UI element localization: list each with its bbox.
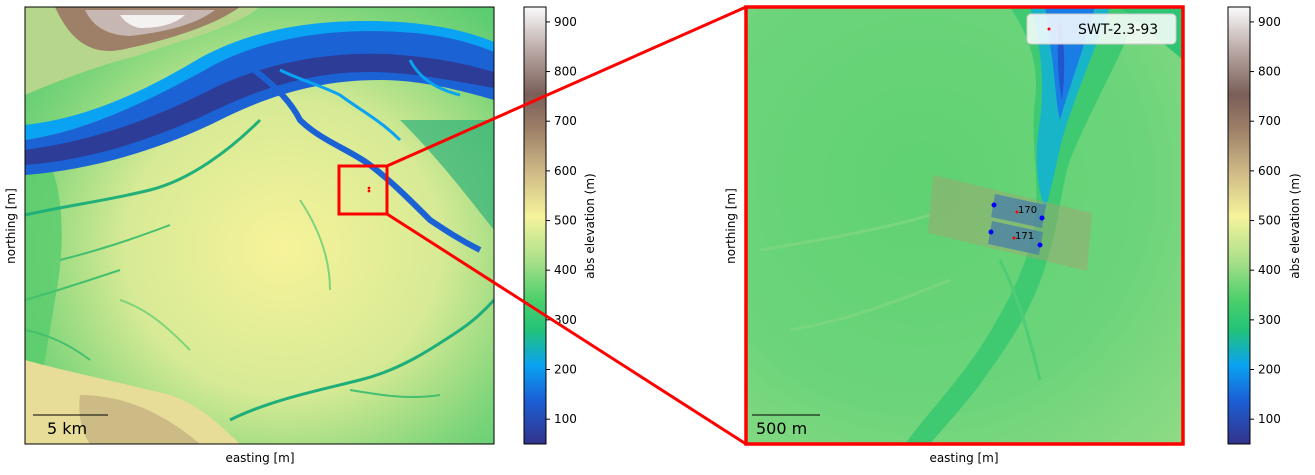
right-colorbar-tick-label: 300 (1258, 313, 1281, 327)
turbine-footprints: 170 171 (928, 175, 1092, 271)
left-colorbar-tick-label: 800 (554, 65, 577, 79)
boundary-point (1039, 215, 1045, 221)
right-colorbar-tick-label: 100 (1258, 412, 1281, 426)
legend-label: SWT-2.3-93 (1078, 22, 1158, 38)
right-colorbar-tick-label: 900 (1258, 15, 1281, 29)
legend: SWT-2.3-93 (1026, 13, 1177, 45)
right-colorbar-tick-label: 500 (1258, 214, 1281, 228)
turbine-marker-171 (1012, 236, 1016, 240)
left-colorbar-tick-label: 700 (554, 114, 577, 128)
boundary-point (991, 202, 997, 208)
right-map-panel: 170 171 SWT-2.3-93 500 m easting [m] nor… (724, 5, 1185, 465)
zoom-box (337, 164, 389, 216)
left-colorbar-tick-label: 600 (554, 164, 577, 178)
turbine-label-171: 171 (1015, 231, 1034, 242)
left-colorbar-tick-label: 400 (554, 263, 577, 277)
right-colorbar-label: abs elevation (m) (1288, 173, 1302, 278)
turbine-marker-small-170 (367, 186, 371, 190)
boundary-point (1037, 242, 1043, 248)
right-scalebar-label: 500 m (756, 419, 807, 438)
turbine-marker-small-171 (367, 189, 371, 193)
right-elevation-raster (746, 7, 1183, 444)
right-colorbar: 900 800 700 600 500 400 300 200 100 abs elevatio… (1227, 6, 1302, 445)
left-colorbar-tick-label: 100 (554, 412, 577, 426)
right-colorbar-tick-label: 700 (1258, 114, 1281, 128)
right-colorbar-tick-label: 600 (1258, 164, 1281, 178)
left-ylabel: northing [m] (4, 188, 18, 264)
left-colorbar-tick-label: 200 (554, 363, 577, 377)
left-scalebar-label: 5 km (47, 419, 87, 438)
right-map-frame (744, 5, 1185, 446)
left-colorbar-tick-label: 900 (554, 15, 577, 29)
zoom-connector-bottom (386, 212, 747, 446)
left-elevation-raster (25, 7, 494, 444)
legend-box (1026, 13, 1177, 45)
legend-marker (1047, 27, 1051, 31)
right-ylabel: northing [m] (724, 188, 738, 264)
right-colorbar-tick-label: 400 (1258, 263, 1281, 277)
right-colorbar-tick-label: 200 (1258, 363, 1281, 377)
boundary-point (988, 229, 994, 235)
left-map-panel: 5 km easting [m] northing [m] (4, 6, 495, 465)
right-colorbar-tick-label: 800 (1258, 65, 1281, 79)
left-colorbar-tick-label: 500 (554, 214, 577, 228)
left-colorbar-label: abs elevation (m) (583, 173, 597, 278)
wake-zone (928, 175, 1092, 271)
turbine-footprint-170 (991, 194, 1046, 228)
turbine-label-170: 170 (1018, 205, 1037, 216)
left-colorbar-gradient (523, 6, 547, 445)
turbine-marker-170 (1015, 210, 1019, 214)
right-xlabel: easting [m] (929, 451, 998, 465)
zoom-connector-top (386, 5, 747, 168)
right-colorbar-gradient (1227, 6, 1251, 445)
left-xlabel: easting [m] (225, 451, 294, 465)
